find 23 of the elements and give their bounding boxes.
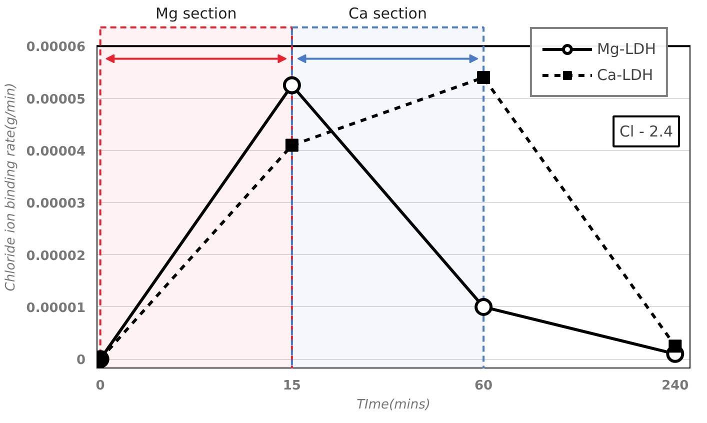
band-label: Ca section (348, 4, 427, 23)
band-label: Mg section (156, 4, 237, 23)
y-tick-label: 0.00005 (26, 92, 86, 108)
legend-label: Ca-LDH (596, 66, 654, 84)
point (668, 340, 682, 353)
x-tick-label: 0 (96, 378, 105, 394)
y-tick-label: 0.00001 (26, 300, 86, 316)
x-axis-title: TIme(mins) (356, 398, 430, 412)
point (285, 138, 298, 152)
point (282, 76, 301, 94)
x-tick-label: 60 (474, 378, 493, 394)
y-tick-label: 0 (76, 353, 86, 368)
annotation: Cl - 2.4 (620, 122, 674, 140)
legend-label: Mg-LDH (596, 40, 656, 58)
x-tick-label: 240 (662, 378, 689, 394)
point (474, 298, 493, 316)
point (477, 70, 490, 84)
y-tick-label: 0.00002 (26, 248, 86, 264)
y-axis-title: Chloride ion binding rate(g/min) (3, 82, 18, 292)
y-tick-label: 0.00006 (26, 40, 86, 56)
y-tick-label: 0.00003 (26, 196, 86, 212)
y-tick-label: 0.00004 (26, 144, 86, 160)
x-tick-label: 15 (282, 378, 301, 394)
